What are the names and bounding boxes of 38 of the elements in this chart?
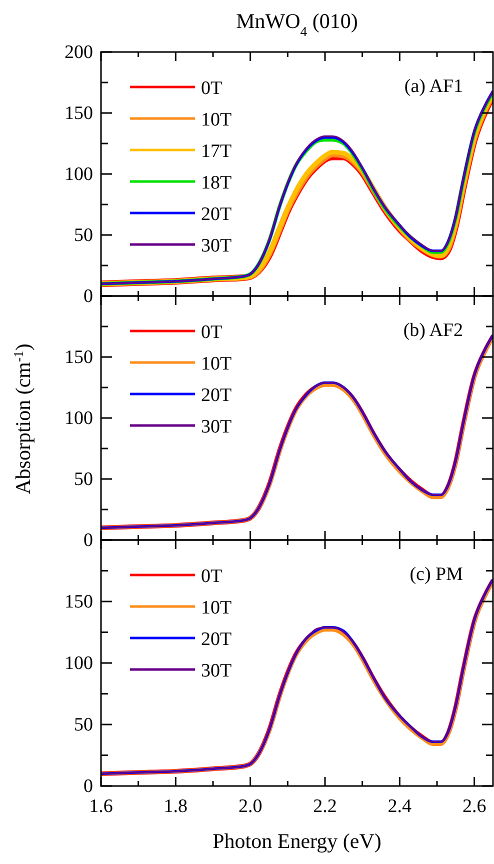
x-tick-label: 1.6: [89, 796, 113, 817]
y-tick-label: 150: [64, 592, 93, 612]
y-tick-label: 0: [84, 776, 93, 797]
y-tick-label: 50: [74, 714, 93, 736]
legend-label: 20T: [201, 385, 232, 406]
legend-label: 0T: [201, 322, 222, 343]
legend-label: 20T: [201, 629, 232, 650]
legend-label: 10T: [201, 598, 232, 618]
y-tick-label: 100: [64, 408, 93, 429]
y-tick-label: 50: [74, 225, 93, 246]
x-axis-title: Photon Energy (eV): [212, 829, 382, 853]
y-tick-label: 150: [64, 347, 93, 368]
annotation: (b) AF2: [403, 320, 463, 341]
legend-label: 10T: [201, 354, 232, 374]
y-tick-label: 100: [64, 653, 93, 674]
legend-label: 0T: [201, 566, 222, 587]
annotation: (c) PM: [410, 564, 464, 585]
legend-label: 18T: [201, 172, 232, 194]
x-tick-label: 2.4: [388, 796, 412, 817]
x-tick-label: 1.8: [164, 796, 188, 817]
x-tick-label: 2.0: [238, 796, 262, 817]
y-tick-label: 100: [64, 164, 93, 185]
y-tick-label: 200: [64, 42, 93, 63]
legend-label: 30T: [201, 660, 232, 682]
y-tick-label: 150: [64, 103, 93, 124]
annotation: (a) AF1: [404, 76, 463, 97]
legend-label: 20T: [201, 204, 232, 225]
y-tick-label: 0: [84, 530, 93, 551]
legend-label: 17T: [201, 141, 232, 162]
x-tick-label: 2.2: [313, 796, 337, 817]
y-tick-label: 0: [84, 286, 93, 307]
legend-label: 10T: [201, 110, 232, 130]
chart-title: MnWO$_{4}$ (010): [236, 9, 358, 38]
legend-label: 30T: [201, 236, 232, 256]
y-tick-label: 50: [74, 469, 93, 490]
legend-label: 0T: [201, 78, 222, 99]
legend-label: 30T: [201, 416, 232, 438]
x-tick-label: 2.6: [462, 796, 486, 817]
